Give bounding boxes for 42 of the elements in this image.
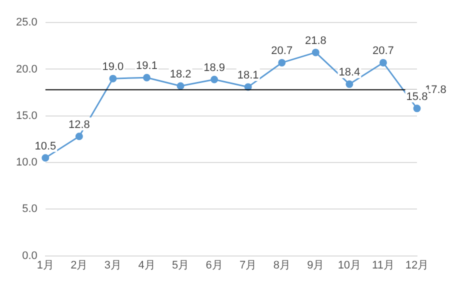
- y-tick-label: 10.0: [16, 156, 38, 169]
- point: [109, 74, 117, 82]
- y-tick-label: 5.0: [22, 203, 38, 216]
- y-tick-label: 20.0: [16, 63, 38, 76]
- point: [244, 83, 252, 91]
- x-tick-label: 11月: [372, 259, 394, 272]
- x-tick-label: 9月: [307, 259, 324, 272]
- y-tick-label: 0.0: [22, 250, 38, 262]
- point: [143, 74, 150, 82]
- data-label: 19.1: [136, 60, 158, 72]
- point: [75, 132, 83, 140]
- data-label: 20.7: [271, 45, 293, 58]
- point: [42, 154, 50, 162]
- x-tick-label: 7月: [240, 259, 257, 272]
- data-label: 15.8: [406, 90, 428, 103]
- data-label: 18.4: [338, 66, 360, 79]
- x-tick-label: 5月: [172, 259, 190, 272]
- data-label: 19.0: [102, 61, 124, 74]
- x-tick-label: 4月: [138, 259, 156, 272]
- x-tick-label: 2月: [70, 259, 88, 272]
- x-tick-label: 6月: [206, 259, 223, 272]
- point: [379, 58, 387, 66]
- data-label: 18.2: [170, 68, 192, 81]
- data-label: 18.9: [204, 62, 226, 74]
- data-label: 12.8: [68, 118, 90, 131]
- x-tick-label: 1月: [36, 259, 54, 272]
- x-tick-label: 10月: [338, 259, 362, 272]
- x-tick-label: 8月: [273, 259, 290, 272]
- y-tick-label: 25.0: [16, 16, 38, 29]
- point: [312, 48, 320, 56]
- data-label: 21.8: [304, 34, 326, 47]
- point: [346, 80, 354, 88]
- point: [176, 82, 184, 90]
- point: [210, 76, 218, 84]
- data-label: 20.7: [372, 45, 394, 58]
- x-tick-label: 3月: [104, 259, 122, 272]
- point: [413, 104, 421, 112]
- data-label: 10.5: [34, 140, 56, 152]
- x-tick-label: 12月: [405, 259, 429, 272]
- data-label: 18.1: [237, 69, 259, 82]
- point: [278, 58, 286, 66]
- y-tick-label: 15.0: [16, 110, 38, 122]
